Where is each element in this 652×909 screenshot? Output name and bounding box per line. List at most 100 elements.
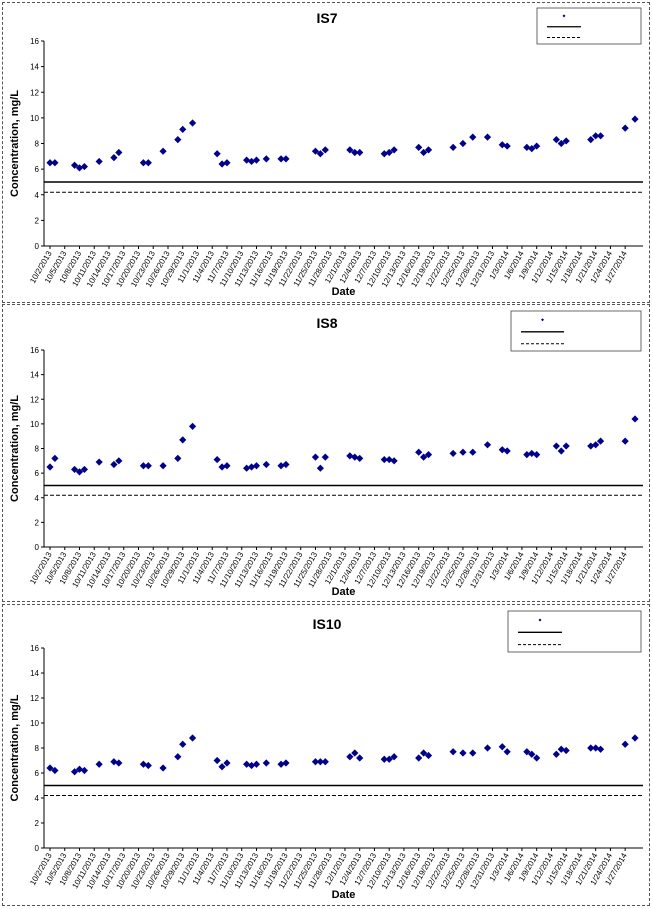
y-tick-label: 2 <box>35 819 40 828</box>
y-tick-label: 2 <box>35 518 40 527</box>
data-point <box>587 744 595 752</box>
chart-svg: IS10024681012141610/2/201310/5/201310/8/… <box>9 610 643 901</box>
data-point <box>51 159 59 167</box>
legend-box <box>507 610 642 653</box>
data-point <box>115 148 123 157</box>
data-point <box>498 446 506 454</box>
y-tick-label: 16 <box>30 644 39 653</box>
data-point <box>498 743 506 751</box>
data-point <box>321 453 329 461</box>
data-point <box>459 448 467 456</box>
data-point <box>311 147 320 155</box>
data-point <box>243 464 251 472</box>
data-point <box>218 160 226 168</box>
data-point <box>139 760 148 768</box>
data-point <box>587 136 595 144</box>
y-tick-label: 12 <box>30 694 39 703</box>
y-axis-label: Concentration, mg/L <box>9 694 21 801</box>
y-tick-label: 0 <box>35 543 40 552</box>
data-point <box>351 453 359 461</box>
data-point <box>557 139 565 148</box>
data-point <box>449 748 457 756</box>
data-point <box>351 148 359 157</box>
data-point <box>483 441 492 449</box>
data-point <box>346 753 354 761</box>
data-point <box>459 139 467 148</box>
data-point <box>110 153 118 162</box>
data-point <box>262 759 270 767</box>
data-point <box>179 740 187 748</box>
data-point <box>346 452 354 460</box>
data-point <box>213 150 221 158</box>
data-point <box>523 143 531 151</box>
data-point <box>415 448 423 456</box>
data-point <box>213 455 221 464</box>
data-point <box>243 760 251 768</box>
data-point <box>552 442 560 450</box>
data-point <box>70 465 79 474</box>
data-point <box>390 457 398 465</box>
data-point <box>247 157 256 166</box>
data-point <box>144 761 152 770</box>
y-tick-label: 4 <box>35 191 40 200</box>
data-point <box>311 453 320 461</box>
data-point <box>277 760 285 768</box>
data-point <box>247 761 256 770</box>
data-point <box>282 460 290 469</box>
data-point <box>533 142 541 150</box>
data-point <box>469 448 477 456</box>
data-point <box>449 449 457 458</box>
data-point <box>557 447 565 455</box>
data-point <box>385 148 393 157</box>
chart-panel-is8: IS8 0 2 4 6 8 10 12 14 16 10/2/2013 10/5/2013 10/8/2… <box>2 304 650 602</box>
data-point <box>277 155 285 163</box>
data-point <box>390 146 398 154</box>
data-point <box>46 764 54 772</box>
data-point <box>188 734 197 742</box>
data-point <box>631 415 639 423</box>
data-point <box>621 124 629 132</box>
data-point <box>247 463 256 471</box>
data-point <box>420 749 428 757</box>
chart-title: IS7 <box>316 10 337 26</box>
data-point <box>262 155 270 163</box>
y-tick-label: 4 <box>35 794 40 803</box>
data-point <box>188 119 197 127</box>
data-point <box>75 765 84 773</box>
data-point <box>562 442 570 450</box>
data-point <box>139 159 148 167</box>
data-point <box>420 148 428 157</box>
data-point <box>523 748 531 756</box>
data-point <box>179 125 187 134</box>
y-tick-label: 16 <box>30 37 39 46</box>
data-point <box>321 146 329 154</box>
data-point <box>262 460 270 469</box>
data-point <box>483 744 492 752</box>
data-point <box>503 447 511 455</box>
data-point <box>252 156 261 164</box>
data-point <box>483 133 492 141</box>
y-tick-label: 6 <box>35 165 40 174</box>
y-tick-label: 12 <box>30 395 39 404</box>
data-point <box>243 156 251 164</box>
data-point <box>528 750 536 758</box>
y-tick-label: 10 <box>30 719 39 728</box>
data-point <box>144 462 152 470</box>
data-point <box>223 759 231 767</box>
data-point <box>316 150 324 158</box>
x-axis-label: Date <box>332 286 356 298</box>
data-point <box>415 143 423 151</box>
data-point <box>316 758 324 766</box>
legend-box <box>536 7 642 45</box>
data-point <box>356 754 364 762</box>
y-tick-label: 16 <box>30 346 39 355</box>
data-point <box>469 749 477 757</box>
legend-marker-symbol <box>541 318 544 322</box>
data-point <box>282 155 290 163</box>
data-point <box>174 136 182 144</box>
data-point <box>159 147 167 155</box>
data-point <box>80 162 89 171</box>
data-point <box>115 759 123 767</box>
data-point <box>552 750 560 758</box>
y-tick-label: 8 <box>35 744 40 753</box>
